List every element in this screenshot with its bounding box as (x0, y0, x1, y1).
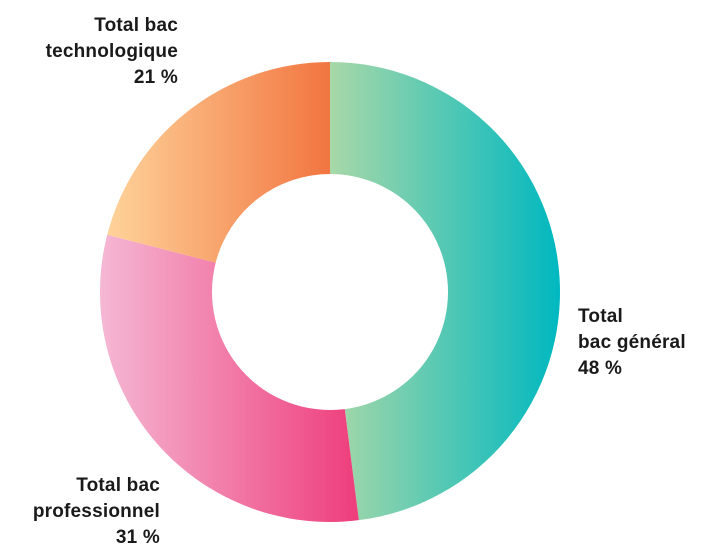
slice-technologique (107, 62, 330, 263)
slice-professionnel (99, 234, 359, 523)
label-general-line-2: bac général (578, 332, 686, 353)
label-technologique-line-1: Total bac (94, 15, 178, 36)
label-general-line-1: Total (578, 306, 623, 327)
label-professionnel-line-1: Total bac (76, 475, 160, 496)
slice-general (330, 62, 560, 521)
label-general-percent: 48 % (578, 358, 623, 379)
label-technologique: Total bac technologique 21 % (46, 13, 178, 91)
donut-slices (99, 62, 560, 523)
label-professionnel-percent: 31 % (115, 527, 160, 548)
label-professionnel: Total bac professionnel 31 % (33, 473, 160, 551)
label-technologique-percent: 21 % (133, 67, 178, 88)
label-general: Total bac général 48 % (578, 304, 686, 382)
label-technologique-line-2: technologique (45, 41, 178, 62)
label-professionnel-line-2: professionnel (32, 501, 160, 522)
